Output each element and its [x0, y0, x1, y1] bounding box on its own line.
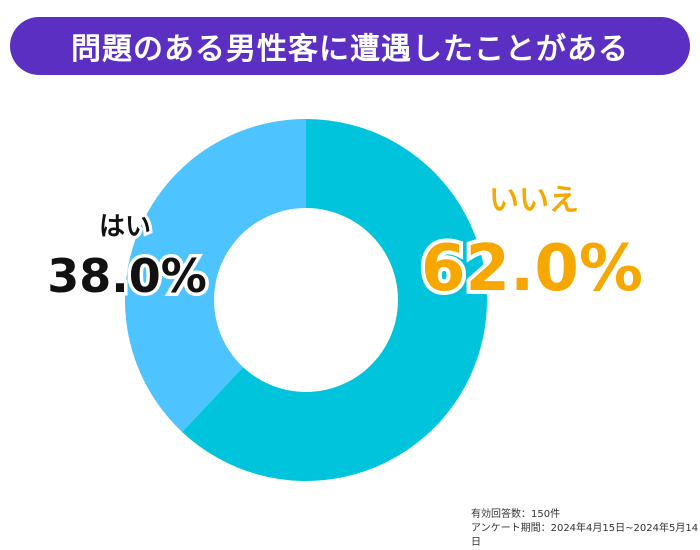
response-count: 有効回答数：150件 — [471, 509, 561, 520]
slice-label-no: いいえ — [489, 183, 579, 218]
slice-value-no: 62.0% — [421, 232, 643, 306]
slice-value-yes: 38.0% — [47, 249, 207, 303]
title-banner: 問題のある男性客に遭遇したことがある — [10, 17, 690, 75]
survey-footer: 有効回答数：150件 アンケート期間：2024年4月15日~2024年5月14日 — [471, 508, 700, 550]
donut-slice-no — [182, 119, 487, 481]
survey-period: アンケート期間：2024年4月15日~2024年5月14日 — [471, 523, 699, 548]
chart-title: 問題のある男性客に遭遇したことがある — [71, 32, 629, 67]
donut-slice-yes — [124, 119, 307, 432]
slice-label-yes: はい — [99, 212, 151, 242]
